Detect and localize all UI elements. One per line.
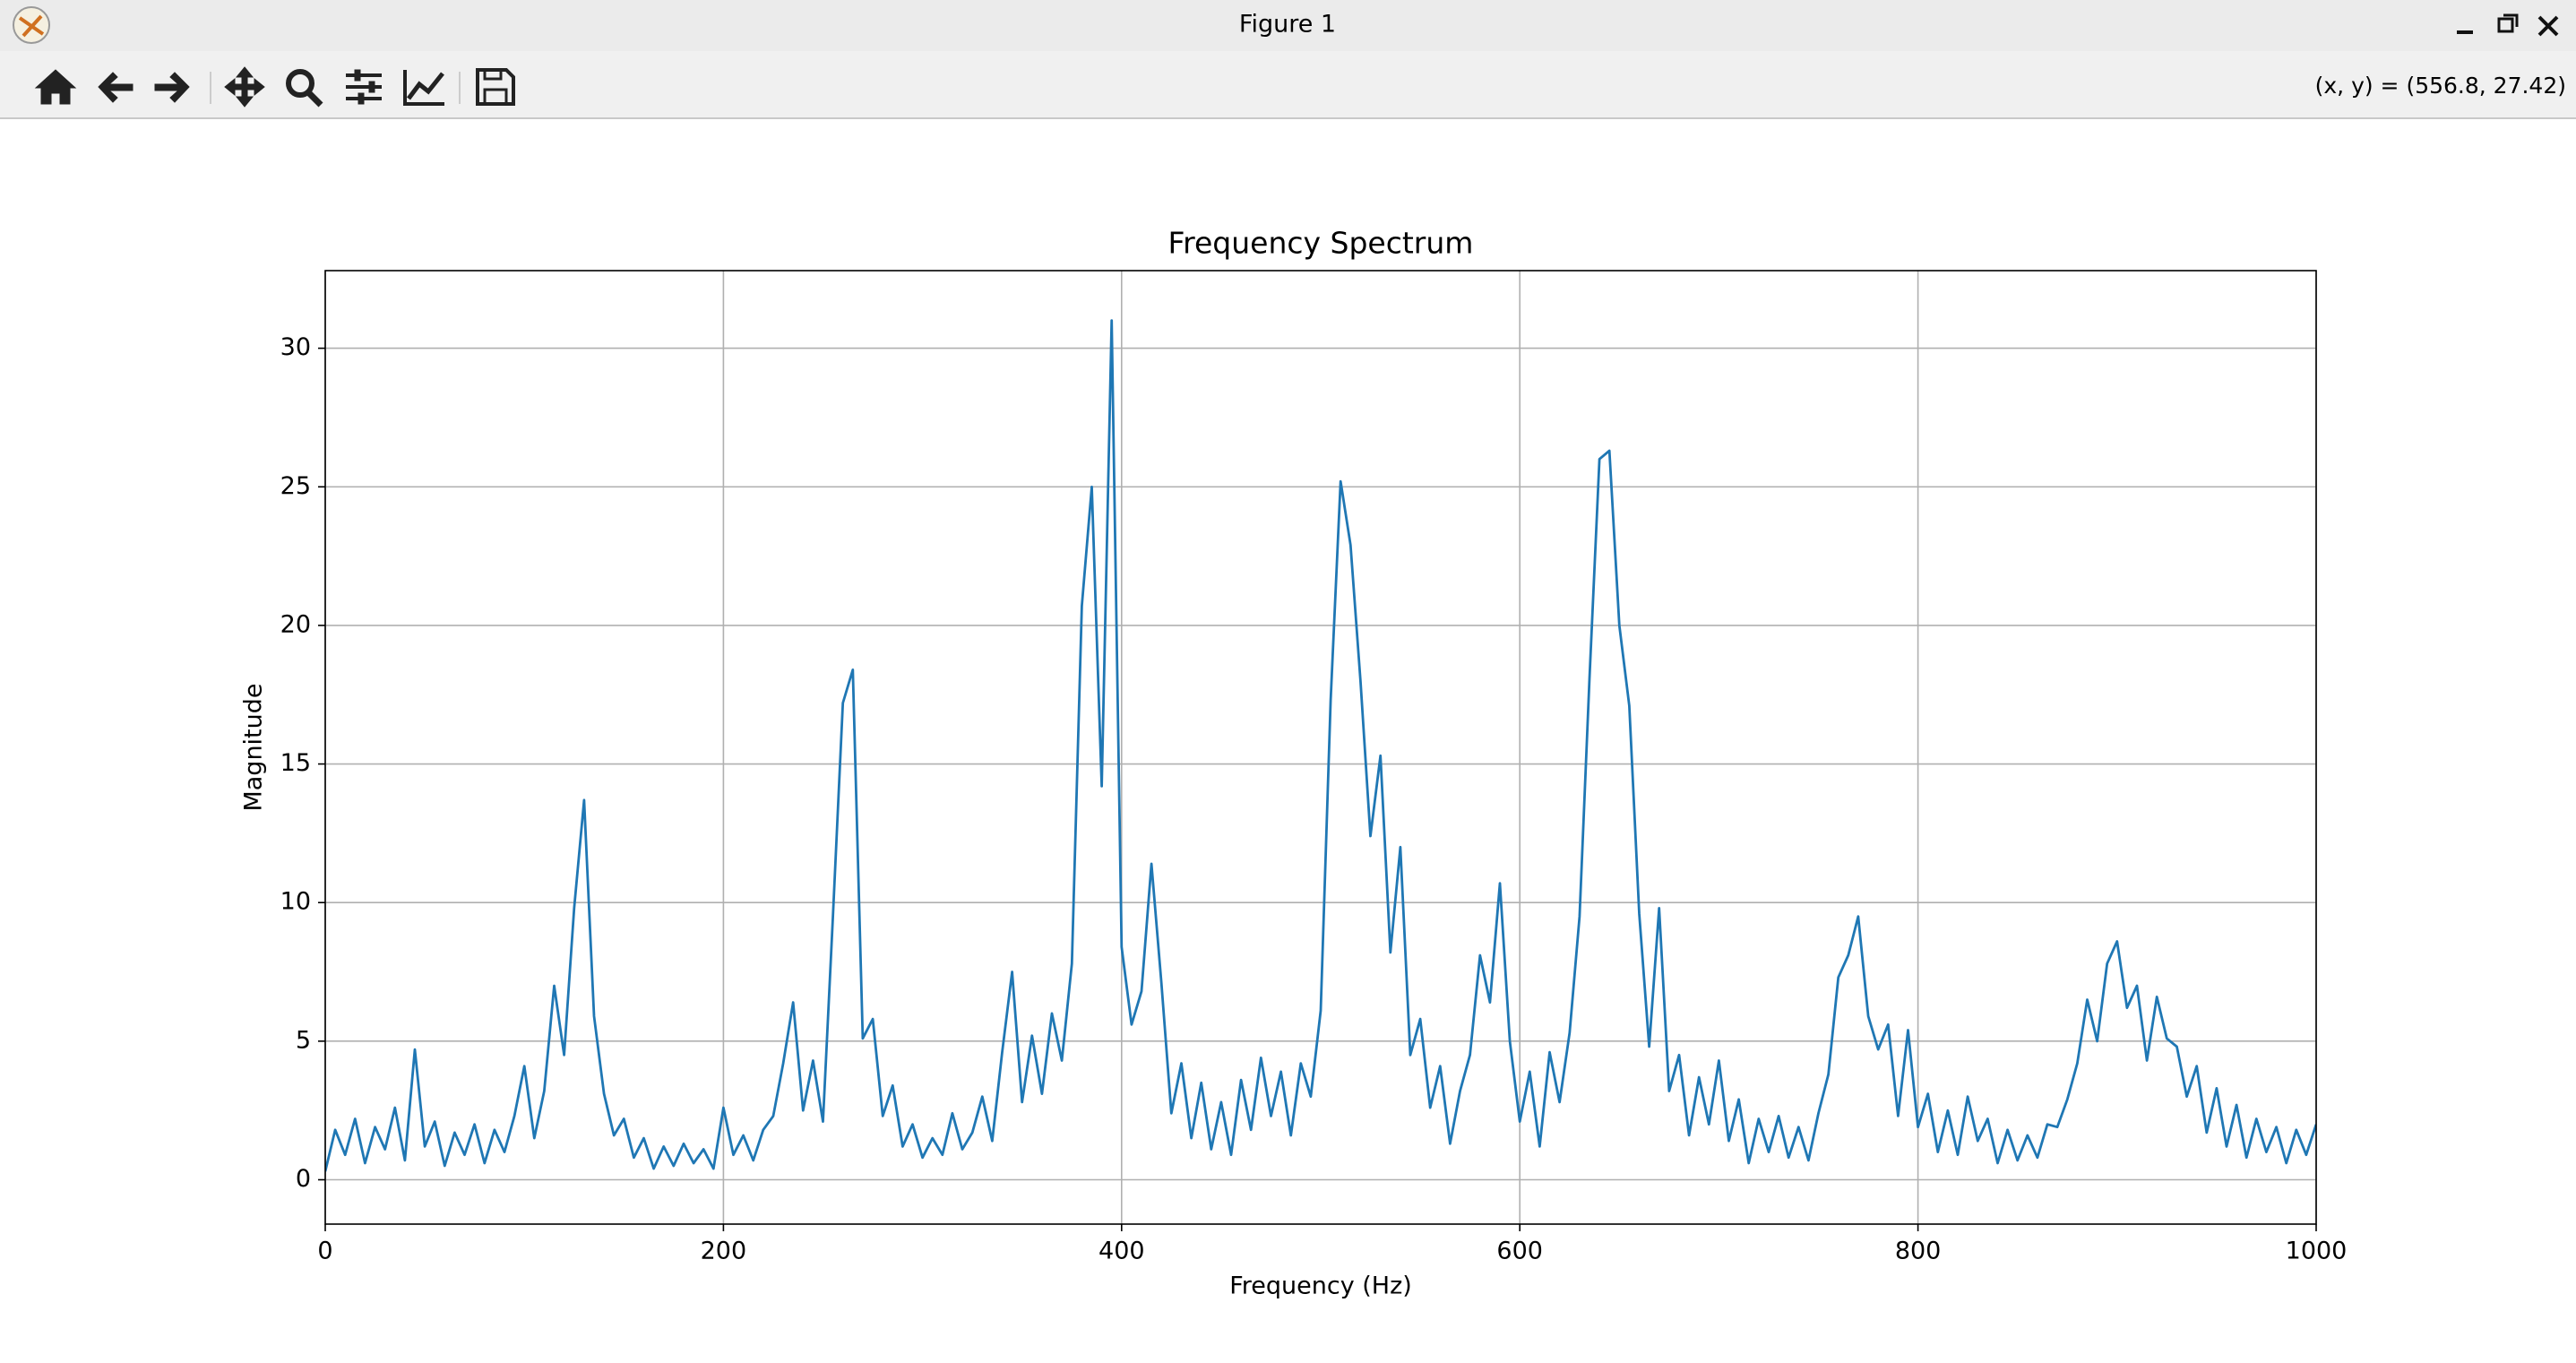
y-tick-label: 25 bbox=[280, 472, 311, 500]
home-button[interactable] bbox=[34, 69, 77, 105]
configure-button[interactable] bbox=[346, 69, 382, 105]
cursor-coordinates: (x, y) = (556.8, 27.42) bbox=[2315, 73, 2566, 99]
app-icon-mark bbox=[18, 14, 45, 38]
axes-frame bbox=[324, 270, 2317, 1225]
x-tick-label: 800 bbox=[1895, 1238, 1942, 1265]
x-tick-label: 1000 bbox=[2286, 1238, 2348, 1265]
x-tick-label: 200 bbox=[701, 1238, 747, 1265]
x-axis-label: Frequency (Hz) bbox=[1229, 1272, 1412, 1300]
y-axis-label: Magnitude bbox=[240, 683, 268, 811]
forward-button[interactable] bbox=[154, 72, 190, 103]
minimize-button[interactable] bbox=[2451, 12, 2477, 39]
y-tick-label: 20 bbox=[280, 610, 311, 638]
close-button[interactable] bbox=[2535, 12, 2562, 39]
x-tick-label: 0 bbox=[317, 1238, 332, 1265]
toolbar bbox=[0, 51, 2576, 118]
x-tick-label: 600 bbox=[1496, 1238, 1543, 1265]
title-bar bbox=[0, 0, 2576, 51]
y-tick-label: 5 bbox=[296, 1026, 311, 1054]
chart-title: Frequency Spectrum bbox=[1168, 226, 1474, 261]
spectrum-line bbox=[325, 319, 2316, 1172]
zoom-button[interactable] bbox=[286, 69, 323, 108]
y-tick-label: 10 bbox=[280, 888, 311, 916]
y-tick-label: 15 bbox=[280, 749, 311, 777]
y-tick-label: 0 bbox=[296, 1165, 311, 1193]
maximize-button[interactable] bbox=[2494, 12, 2520, 39]
y-tick-label: 30 bbox=[280, 333, 311, 361]
back-button[interactable] bbox=[98, 72, 134, 103]
pan-button[interactable] bbox=[224, 66, 265, 108]
edit-axes-button[interactable] bbox=[403, 70, 444, 106]
x-tick-label: 400 bbox=[1098, 1238, 1145, 1265]
window-title: Figure 1 bbox=[1239, 11, 1336, 39]
save-button[interactable] bbox=[476, 68, 515, 106]
